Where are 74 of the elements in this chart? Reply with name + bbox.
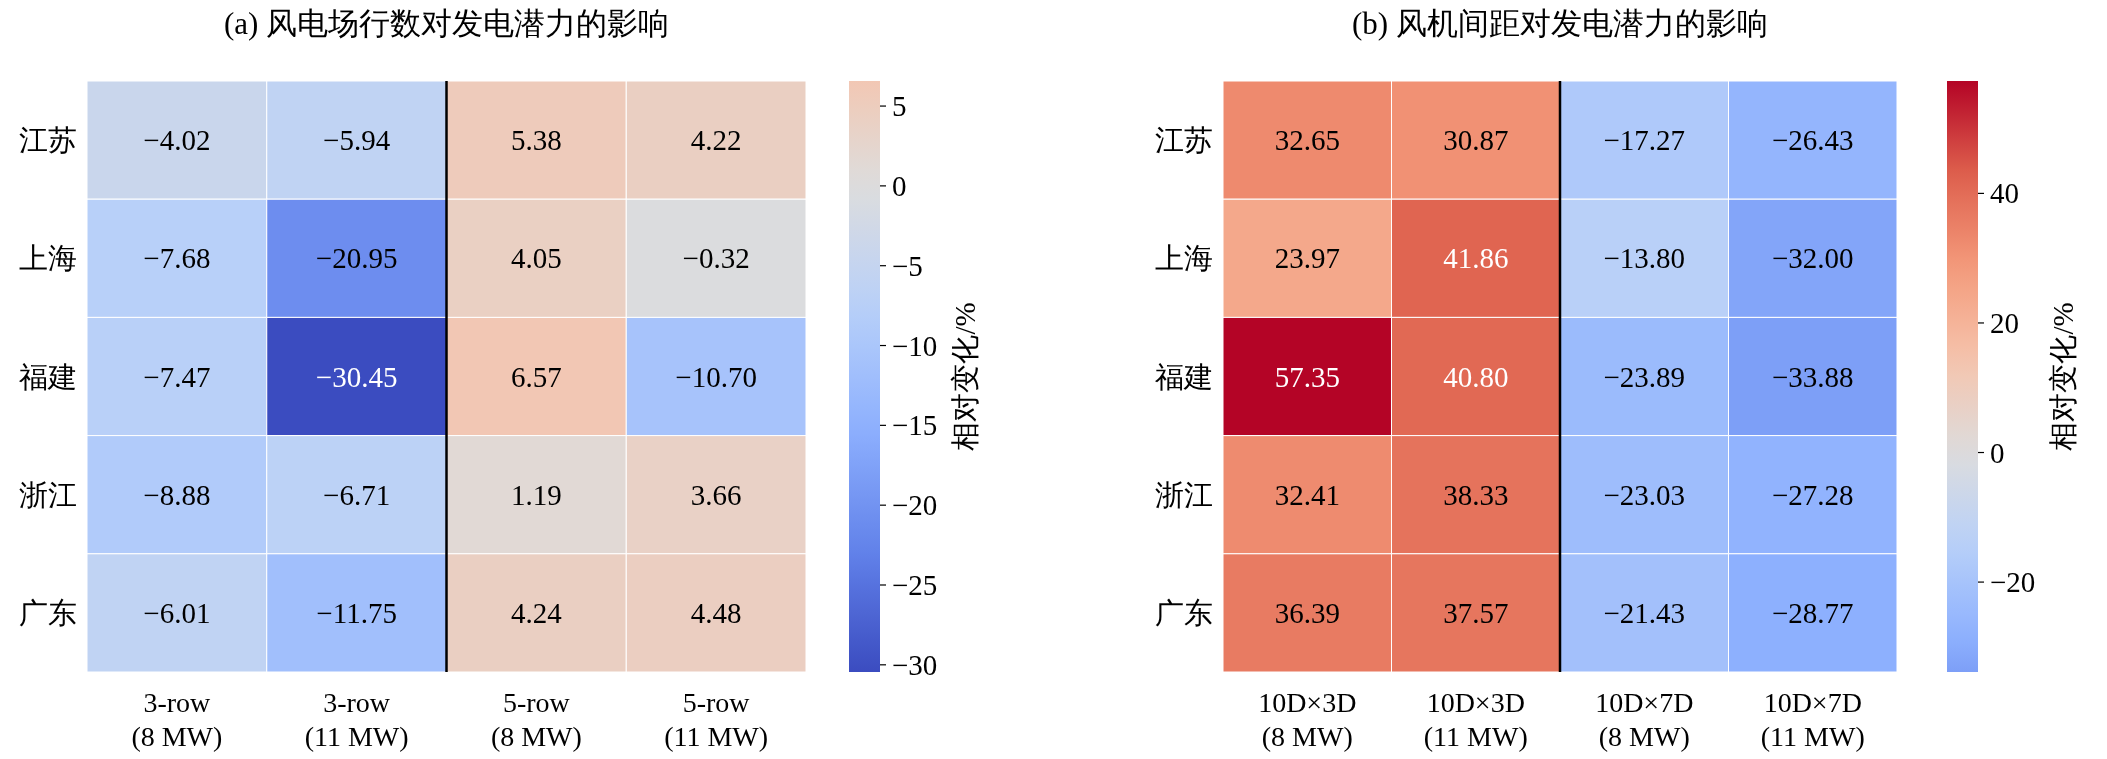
chart-title: (a) 风电场行数对发电潜力的影响 — [223, 6, 670, 41]
x-tick-label: 10D×7D (8 MW) — [1595, 687, 1694, 752]
color-bar-label: 20 — [1990, 306, 2019, 339]
y-tick-label: 上海 — [19, 242, 77, 275]
data-label: −6.01 — [143, 596, 211, 629]
color-bar-label: −25 — [892, 568, 938, 601]
y-tick-label: 浙江 — [1155, 478, 1213, 511]
x-tick-label: 10D×3D (8 MW) — [1258, 687, 1357, 752]
color-bar-label: 0 — [1990, 436, 2005, 469]
data-label: 38.33 — [1443, 478, 1509, 511]
color-bar-title: 相对变化/% — [2047, 302, 2079, 451]
data-label: 57.35 — [1274, 360, 1340, 393]
data-label: 40.80 — [1443, 360, 1509, 393]
color-bar-label: 5 — [892, 90, 907, 123]
data-label: −23.89 — [1603, 360, 1686, 393]
data-label: −28.77 — [1771, 596, 1854, 629]
x-tick-label: 5-row (8 MW) — [490, 687, 582, 752]
color-bar-label: −30 — [892, 648, 938, 681]
color-bar-label: −20 — [892, 489, 938, 522]
data-label: −0.32 — [682, 242, 750, 275]
data-label: −32.00 — [1771, 242, 1854, 275]
data-label: 3.66 — [690, 478, 742, 511]
y-tick-label: 福建 — [19, 360, 77, 393]
data-label: −33.88 — [1771, 360, 1854, 393]
data-label: −11.75 — [316, 596, 397, 629]
y-tick-label: 江苏 — [19, 124, 77, 157]
data-label: 5.38 — [511, 124, 562, 157]
data-label: 32.65 — [1274, 124, 1340, 157]
color-bar-title: 相对变化/% — [949, 302, 981, 451]
y-tick-label: 江苏 — [1155, 124, 1213, 157]
data-label: −30.45 — [315, 360, 398, 393]
data-label: −26.43 — [1771, 124, 1854, 157]
data-label: −20.95 — [315, 242, 398, 275]
y-tick-label: 浙江 — [19, 478, 77, 511]
x-tick-label: 3-row (8 MW) — [131, 687, 223, 752]
data-label: 4.24 — [511, 596, 563, 629]
data-label: −4.02 — [143, 124, 211, 157]
color-bar-label: 0 — [892, 169, 907, 202]
data-label: −7.68 — [143, 242, 211, 275]
data-label: −13.80 — [1603, 242, 1686, 275]
y-tick-label: 广东 — [1155, 596, 1213, 629]
color-bar-label: 40 — [1990, 177, 2019, 210]
x-tick-label: 3-row (11 MW) — [304, 687, 409, 752]
data-label: 23.97 — [1274, 242, 1340, 275]
data-label: 36.39 — [1274, 596, 1340, 629]
x-tick-label: 10D×3D (11 MW) — [1423, 687, 1528, 752]
color-bar-label: −5 — [892, 249, 923, 282]
x-tick-label: 5-row (11 MW) — [664, 687, 769, 752]
data-label: −10.70 — [675, 360, 757, 393]
data-label: −17.27 — [1603, 124, 1686, 157]
data-label: −8.88 — [143, 478, 211, 511]
data-label: −21.43 — [1603, 596, 1686, 629]
data-label: 4.22 — [690, 124, 742, 157]
data-label: −27.28 — [1771, 478, 1854, 511]
data-label: −6.71 — [323, 478, 391, 511]
data-label: −7.47 — [143, 360, 211, 393]
color-bar-label: −10 — [892, 329, 938, 362]
data-label: −5.94 — [323, 124, 391, 157]
color-bar-label: −20 — [1990, 566, 2036, 599]
data-label: 6.57 — [511, 360, 562, 393]
data-label: 4.05 — [511, 242, 562, 275]
data-label: −23.03 — [1603, 478, 1686, 511]
y-tick-label: 上海 — [1155, 242, 1213, 275]
data-label: 41.86 — [1443, 242, 1509, 275]
color-bar-label: −15 — [892, 409, 938, 442]
data-label: 30.87 — [1443, 124, 1509, 157]
y-tick-label: 福建 — [1155, 360, 1213, 393]
data-label: 37.57 — [1443, 596, 1509, 629]
data-label: 32.41 — [1274, 478, 1340, 511]
y-tick-label: 广东 — [19, 596, 77, 629]
data-label: 4.48 — [690, 596, 742, 629]
chart-title: (b) 风机间距对发电潜力的影响 — [1352, 6, 1768, 41]
data-label: 1.19 — [511, 478, 562, 511]
x-tick-label: 10D×7D (11 MW) — [1760, 687, 1865, 752]
